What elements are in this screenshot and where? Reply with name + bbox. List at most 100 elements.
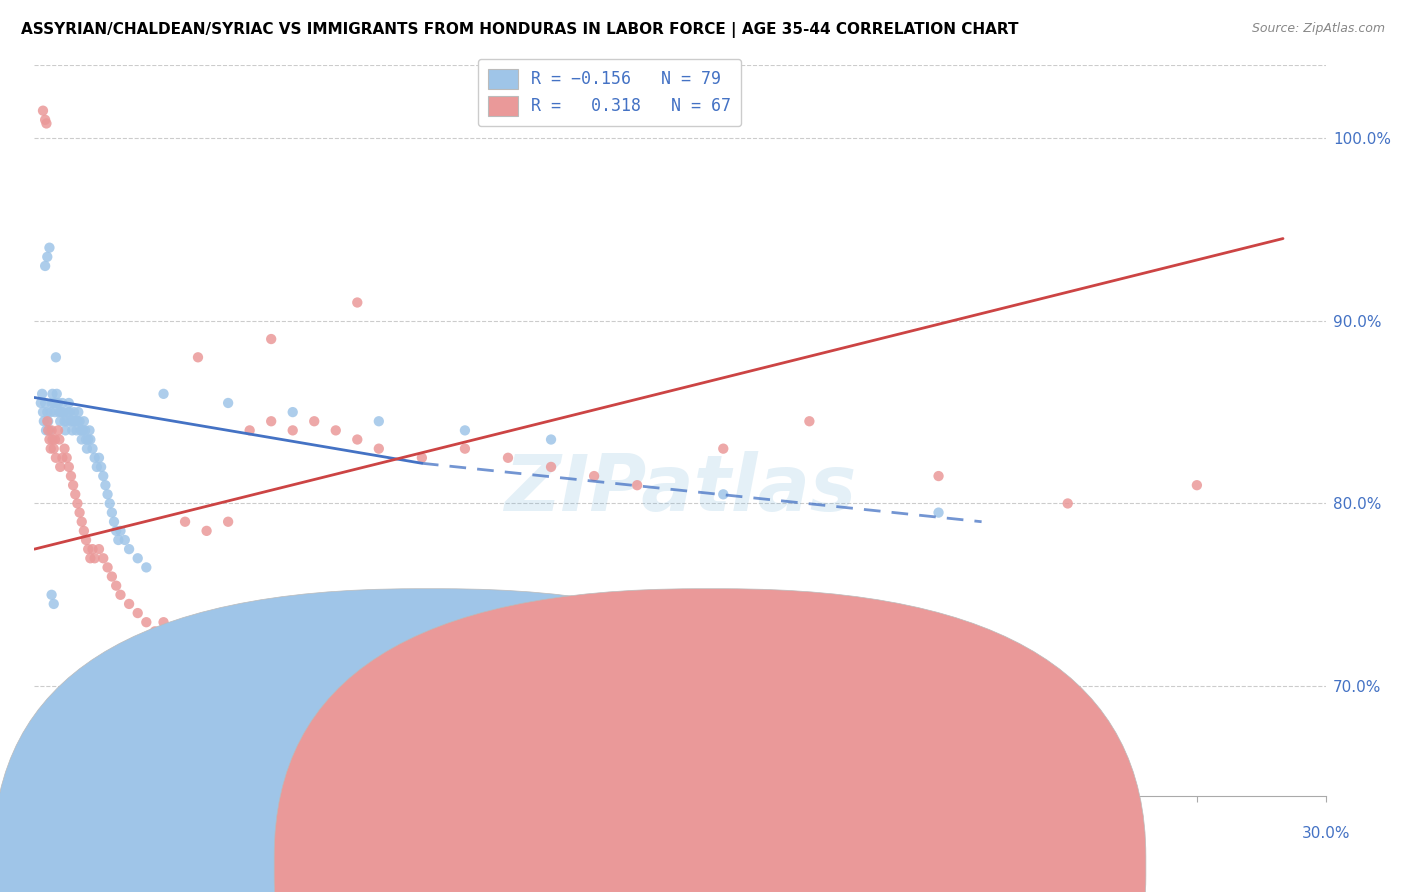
Point — [69, 414, 91, 428]
Point — [59, 414, 82, 428]
Point — [302, 414, 325, 428]
Point — [45, 396, 67, 410]
Point — [75, 533, 97, 547]
Point — [45, 351, 67, 365]
Point — [86, 459, 108, 474]
Point — [103, 515, 125, 529]
Point — [110, 524, 132, 538]
Point — [281, 405, 304, 419]
Point — [34, 259, 56, 273]
Point — [94, 478, 117, 492]
Point — [59, 469, 82, 483]
Point — [82, 542, 104, 557]
Point — [82, 442, 104, 456]
Point — [260, 332, 283, 346]
Point — [58, 396, 80, 410]
Point — [39, 442, 62, 456]
Point — [41, 396, 63, 410]
Point — [48, 405, 70, 419]
Point — [42, 396, 65, 410]
Point — [32, 414, 55, 428]
Point — [37, 414, 59, 428]
Point — [69, 506, 91, 520]
Point — [76, 442, 98, 456]
Text: 0.0%: 0.0% — [15, 826, 53, 841]
Point — [83, 450, 105, 465]
Point — [1185, 478, 1208, 492]
Point — [1056, 496, 1078, 510]
Point — [87, 542, 110, 557]
Point — [49, 459, 72, 474]
Point — [55, 414, 77, 428]
Point — [239, 423, 262, 437]
Point — [105, 524, 128, 538]
Point — [70, 433, 93, 447]
Point — [174, 515, 197, 529]
Point — [928, 469, 950, 483]
Point — [66, 414, 89, 428]
Point — [41, 588, 63, 602]
Point — [77, 542, 100, 557]
Point — [37, 423, 59, 437]
Point — [35, 116, 58, 130]
Point — [711, 442, 734, 456]
Point — [46, 423, 69, 437]
Point — [55, 450, 77, 465]
Point — [118, 597, 141, 611]
Point — [110, 588, 132, 602]
Point — [44, 405, 66, 419]
Text: ASSYRIAN/CHALDEAN/SYRIAC VS IMMIGRANTS FROM HONDURAS IN LABOR FORCE | AGE 35-44 : ASSYRIAN/CHALDEAN/SYRIAC VS IMMIGRANTS F… — [21, 22, 1018, 38]
Point — [79, 423, 101, 437]
Point — [260, 414, 283, 428]
Point — [152, 387, 174, 401]
Point — [454, 442, 477, 456]
Point — [79, 551, 101, 566]
Point — [65, 423, 87, 437]
Point — [41, 387, 63, 401]
Point — [32, 103, 55, 118]
Point — [70, 423, 93, 437]
Text: ZIPatlas: ZIPatlas — [505, 450, 856, 527]
Point — [53, 442, 76, 456]
Point — [34, 396, 56, 410]
Point — [32, 405, 55, 419]
Point — [626, 478, 648, 492]
Point — [45, 450, 67, 465]
Text: Immigrants from Honduras: Immigrants from Honduras — [731, 859, 938, 873]
Point — [97, 560, 120, 574]
Point — [135, 615, 157, 630]
Point — [65, 487, 87, 501]
Point — [49, 414, 72, 428]
Text: Assyrians/Chaldeans/Syriacs: Assyrians/Chaldeans/Syriacs — [450, 859, 668, 873]
Point — [101, 506, 124, 520]
Point — [41, 433, 63, 447]
Point — [37, 405, 59, 419]
Point — [39, 405, 62, 419]
Point — [70, 515, 93, 529]
Point — [73, 524, 96, 538]
Point — [160, 624, 183, 639]
Point — [281, 423, 304, 437]
Legend: R = −0.156   N = 79, R =   0.318   N = 67: R = −0.156 N = 79, R = 0.318 N = 67 — [478, 59, 741, 126]
Point — [56, 405, 79, 419]
Point — [53, 414, 76, 428]
Point — [118, 542, 141, 557]
Point — [58, 459, 80, 474]
Point — [195, 524, 218, 538]
Point — [346, 433, 368, 447]
Point — [77, 433, 100, 447]
Point — [127, 606, 149, 620]
Point — [496, 450, 519, 465]
Text: Source: ZipAtlas.com: Source: ZipAtlas.com — [1251, 22, 1385, 36]
Point — [90, 459, 112, 474]
Point — [91, 551, 114, 566]
Point — [105, 579, 128, 593]
Point — [75, 433, 97, 447]
Point — [46, 396, 69, 410]
Point — [37, 250, 59, 264]
Text: 30.0%: 30.0% — [1302, 826, 1350, 841]
Point — [79, 433, 101, 447]
Point — [38, 241, 60, 255]
Point — [38, 423, 60, 437]
Point — [73, 414, 96, 428]
